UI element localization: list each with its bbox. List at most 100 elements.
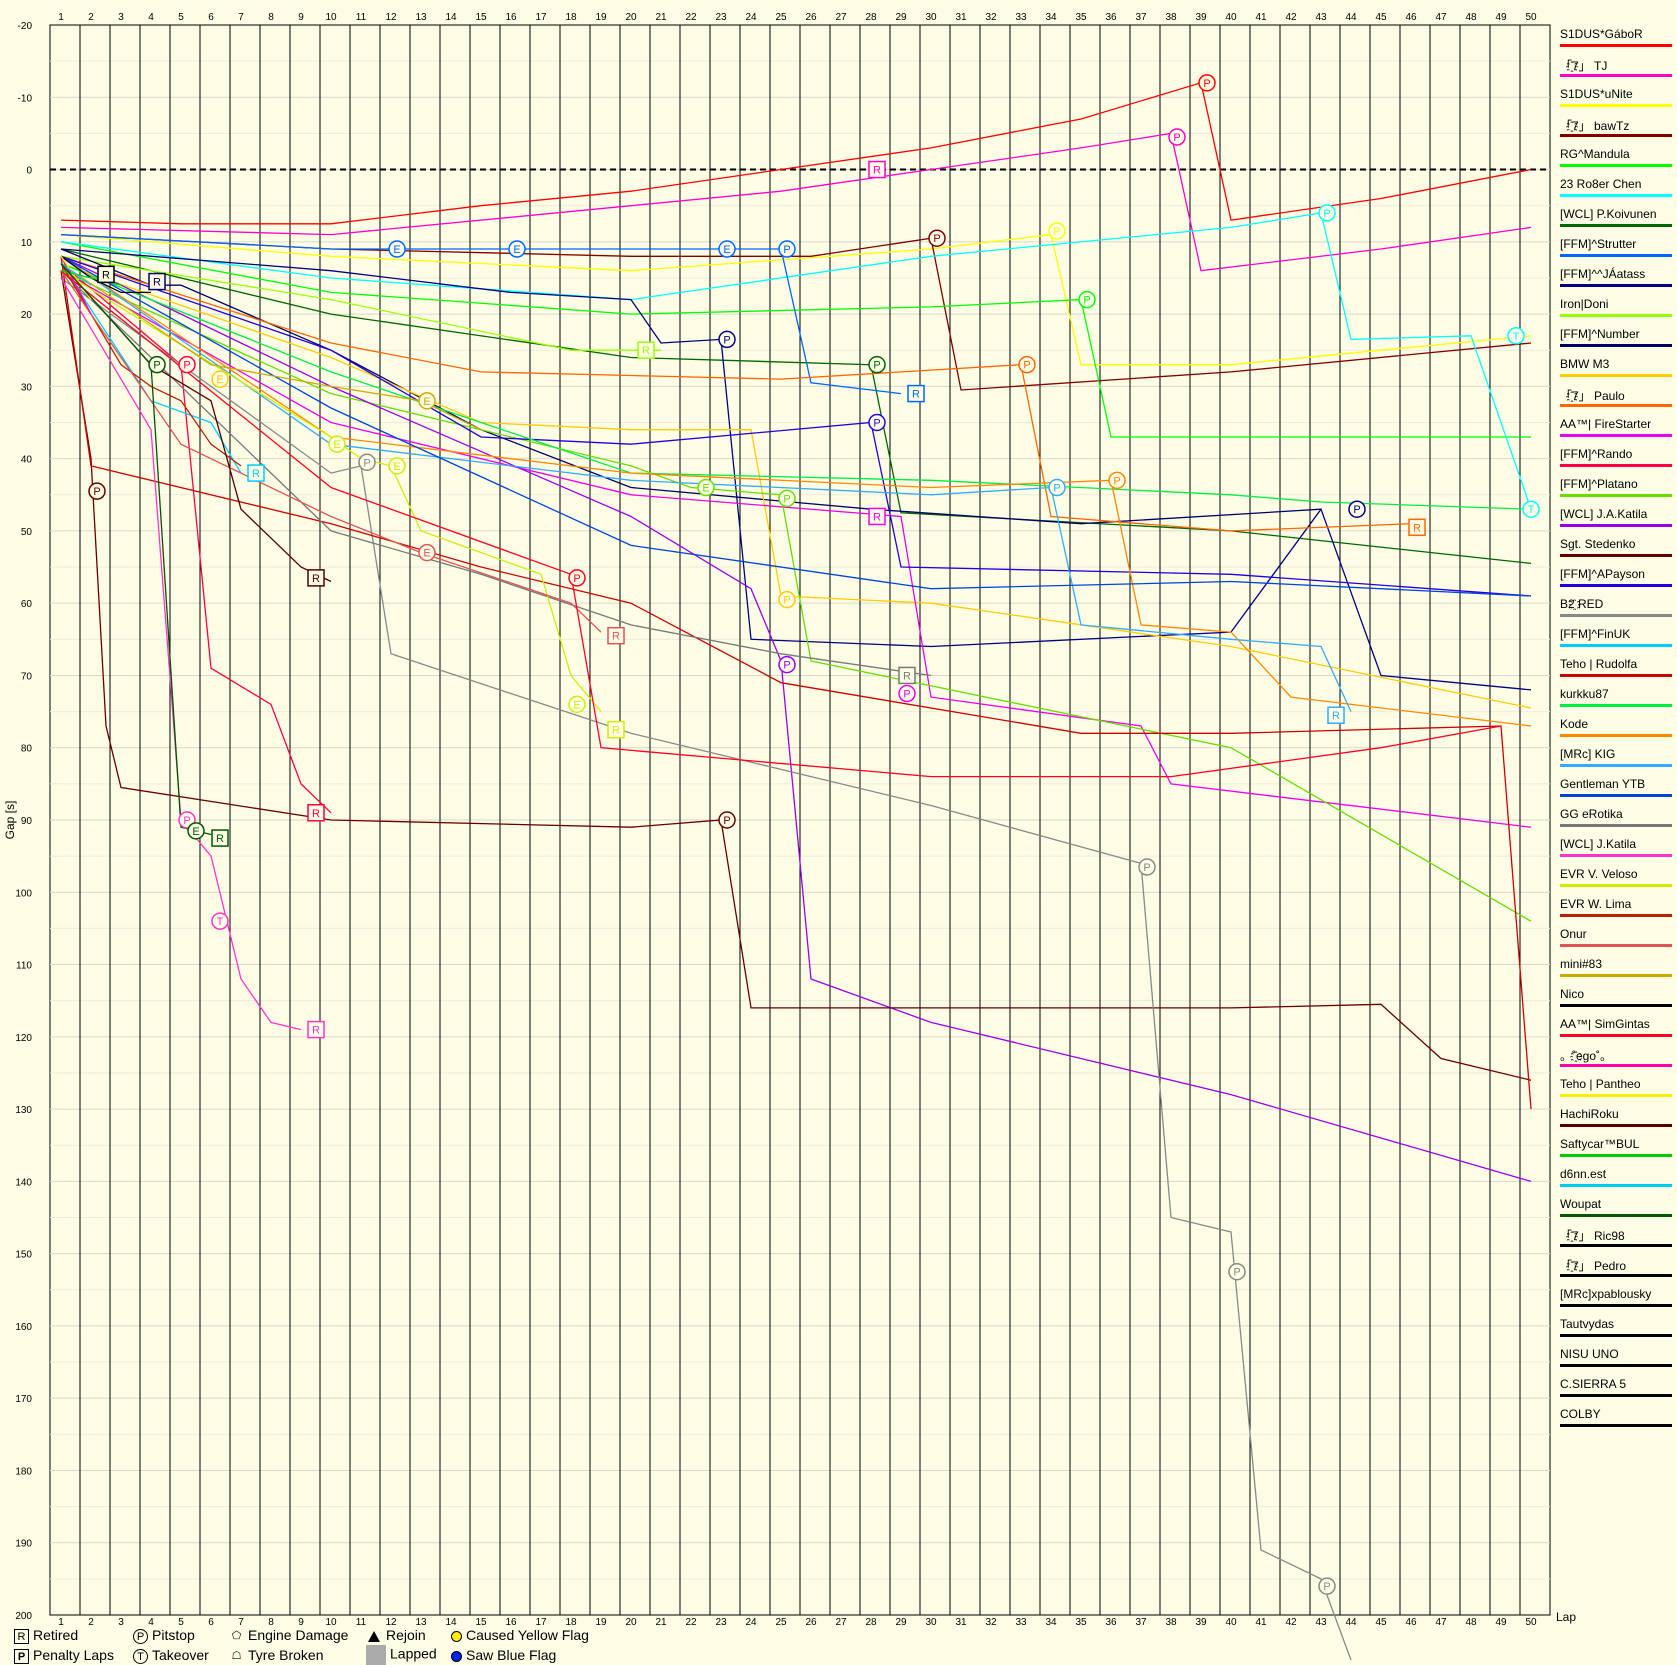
event-marker-P: P [1018, 355, 1036, 374]
event-marker-E: E [697, 478, 715, 497]
legend-item-label: RG^Mandula [1560, 147, 1630, 161]
pitstop-icon [88, 482, 106, 500]
series-line [60, 255, 1532, 597]
x-tick-label-top: 21 [655, 12, 667, 23]
y-tick-label: 140 [15, 1177, 32, 1188]
event-marker-E: E [718, 240, 736, 258]
pitstop-icon [568, 569, 586, 587]
legend-item-label: Kode [1560, 717, 1589, 731]
legend-item: 「҈7」 Paulo [1560, 385, 1672, 415]
legend-item: S1DUS*uNite [1560, 85, 1672, 115]
x-tick-label-top: 15 [475, 12, 487, 23]
event-marker-R: R [307, 569, 325, 587]
event-marker-R: R [607, 720, 625, 739]
x-tick-label-top: 18 [565, 12, 577, 23]
retired-icon [868, 507, 886, 526]
x-tick-label-bottom: 40 [1225, 1617, 1237, 1628]
legend-item-label: COLBY [1560, 1407, 1601, 1421]
legend-item: AA™| FireStarter [1560, 415, 1672, 445]
x-tick-label-top: 23 [715, 12, 727, 23]
event-letter: P [93, 486, 100, 498]
event-marker-E: E [568, 695, 586, 714]
y-tick-label: 0 [26, 166, 32, 177]
x-tick-label-bottom: 27 [835, 1617, 847, 1628]
event-letter: P [1083, 295, 1090, 307]
event-letter: R [612, 631, 620, 643]
x-tick-label-top: 5 [178, 12, 184, 23]
y-tick-label: 150 [15, 1250, 32, 1261]
event-letter: R [216, 833, 224, 845]
retired-icon [307, 804, 325, 822]
legend-item-label: NISU UNO [1560, 1347, 1619, 1361]
legend-item-swatch [1560, 1424, 1672, 1427]
event-letter: E [423, 548, 430, 560]
legend-item: [WCL] J.Katila [1560, 835, 1672, 865]
legend-item-label: Teho | Rudolfa [1560, 657, 1638, 671]
tyre-broken-icon [211, 912, 229, 930]
legend-item-swatch [1560, 464, 1672, 467]
event-marker-P: P [1228, 1262, 1246, 1281]
legend-item: [WCL] J.A.Katila [1560, 505, 1672, 535]
pitstop-icon: P [133, 1628, 148, 1644]
x-tick-label-bottom: 42 [1285, 1617, 1297, 1628]
x-tick-label-bottom: 3 [118, 1617, 124, 1628]
x-tick-label-top: 16 [505, 12, 517, 23]
event-marker-R: R [247, 464, 265, 482]
series-line [60, 263, 242, 467]
event-letter: P [873, 360, 880, 372]
series-line [60, 233, 902, 395]
legend-item: EVR W. Lima [1560, 895, 1672, 925]
legend-item-swatch [1560, 1244, 1672, 1247]
x-tick-label-bottom: 24 [745, 1617, 757, 1628]
y-tick-label: 110 [16, 961, 32, 972]
event-marker-R: R [307, 804, 325, 822]
legend-item: [FFM]^APayson [1560, 565, 1672, 595]
legend-item-swatch [1560, 524, 1672, 527]
legend-item-swatch [1560, 884, 1672, 887]
event-marker-P: P [1348, 500, 1366, 518]
legend-item: COLBY [1560, 1405, 1672, 1435]
event-letter: P [1113, 475, 1120, 487]
x-tick-label-top: 35 [1075, 12, 1087, 23]
series-line [60, 255, 1412, 532]
penalty-laps-icon: P [14, 1648, 29, 1664]
x-tick-label-bottom: 25 [775, 1617, 787, 1628]
key-tyre-broken: ☖ Tyre Broken [229, 1647, 324, 1664]
pitstop-icon [358, 453, 376, 471]
x-tick-label-bottom: 43 [1315, 1617, 1327, 1628]
event-letter: R [642, 345, 650, 357]
event-marker-P: P [1108, 471, 1126, 490]
x-tick-label-top: 13 [415, 12, 427, 23]
series-line [60, 262, 92, 286]
event-letter: R [312, 1025, 320, 1037]
event-letter: R [252, 468, 260, 480]
legend-item: [FFM]^Number [1560, 325, 1672, 355]
x-tick-label-top: 33 [1015, 12, 1027, 23]
legend-item-label: GG eRotika [1560, 807, 1623, 821]
x-tick-label-bottom: 22 [685, 1617, 697, 1628]
x-tick-label-bottom: 47 [1435, 1617, 1447, 1628]
x-tick-label-top: 2 [88, 12, 94, 23]
x-tick-label-bottom: 36 [1105, 1617, 1117, 1628]
legend-item-label: [FFM]^Rando [1560, 447, 1633, 461]
legend-item-label: [WCL] P.Koivunen [1560, 207, 1657, 221]
series-line [60, 255, 151, 294]
event-marker-R: R [1327, 706, 1345, 724]
x-tick-label-bottom: 23 [715, 1617, 727, 1628]
event-marker-T: T [211, 912, 229, 930]
event-marker-P: P [778, 590, 796, 609]
pitstop-icon [1318, 1577, 1336, 1595]
x-tick-label-bottom: 34 [1045, 1617, 1057, 1628]
legend-item: GG eRotika [1560, 805, 1672, 835]
legend-item-swatch [1560, 704, 1672, 707]
series-line [60, 262, 1532, 510]
legend-item: [FFM]^Platano [1560, 475, 1672, 505]
x-tick-label-bottom: 31 [955, 1617, 967, 1628]
legend-item-swatch [1560, 254, 1672, 257]
legend-item: 「҈7」 bawTz [1560, 115, 1672, 145]
x-tick-label-top: 1 [58, 12, 64, 23]
pitstop-icon [1018, 355, 1036, 374]
x-tick-label-top: 49 [1495, 12, 1507, 23]
legend-item: [MRc]xpablousky [1560, 1285, 1672, 1315]
legend-item-label: mini#83 [1560, 957, 1603, 971]
